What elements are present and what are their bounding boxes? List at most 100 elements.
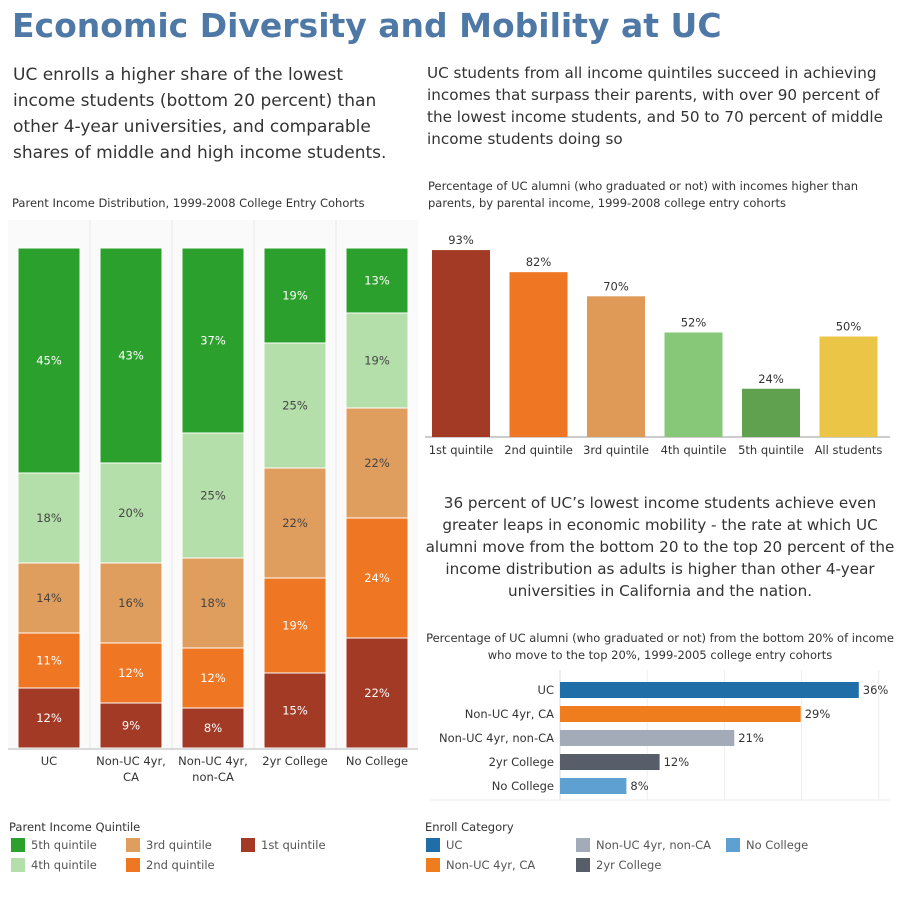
legend-label: No College — [746, 838, 809, 852]
data-label: 22% — [282, 516, 308, 530]
legend-swatch — [726, 838, 740, 852]
y-tick-label: Non-UC 4yr, non-CA — [439, 731, 554, 745]
data-label: 12% — [664, 755, 690, 769]
data-label: 13% — [364, 274, 390, 288]
data-label: 19% — [282, 289, 308, 303]
legend-item-no-college[interactable]: No College — [726, 838, 808, 852]
horizontal-chart-title: Percentage of UC alumni (who graduated o… — [426, 631, 894, 662]
data-label: 18% — [36, 511, 62, 525]
data-label: 19% — [364, 354, 390, 368]
page-title: Economic Diversity and Mobility at UC — [12, 6, 722, 45]
bar-2yr-college — [560, 754, 660, 770]
bar-1st-quintile — [432, 250, 490, 437]
mobility-text: 36 percent of UC’s lowest income student… — [425, 494, 895, 600]
legend-label: Non-UC 4yr, non-CA — [596, 838, 711, 852]
bar-no-college — [560, 778, 627, 794]
stacked-chart-title: Parent Income Distribution, 1999-2008 Co… — [12, 196, 365, 210]
legend-label: Non-UC 4yr, CA — [446, 858, 536, 872]
legend-item-2nd-quintile[interactable]: 2nd quintile — [126, 858, 215, 872]
data-label: 45% — [36, 354, 62, 368]
legend-swatch — [426, 858, 440, 872]
bar-non-uc-4yr-ca-5th-quintile — [99, 247, 163, 464]
legend-item-2yr-college[interactable]: 2yr College — [576, 858, 661, 872]
data-label: 12% — [200, 671, 226, 685]
data-label: 25% — [282, 399, 308, 413]
x-tick-label: non-CA — [192, 770, 234, 784]
bar-uc-2nd-quintile — [17, 632, 81, 689]
legend-item-4th-quintile[interactable]: 4th quintile — [11, 858, 97, 872]
data-label: 20% — [118, 506, 144, 520]
bar-non-uc-4yr-non-ca-5th-quintile — [181, 247, 245, 434]
bar-non-uc-4yr-ca-4th-quintile — [99, 462, 163, 564]
x-tick-label: UC — [41, 754, 57, 768]
bar-no-college-2nd-quintile — [345, 517, 409, 639]
bar-2yr-college-3rd-quintile — [263, 467, 327, 579]
x-tick-label: No College — [346, 754, 408, 768]
legend-label: 3rd quintile — [146, 838, 212, 852]
bar-non-uc-4yr-ca — [560, 706, 801, 722]
data-label: 24% — [364, 571, 390, 585]
bar-uc-1st-quintile — [17, 687, 81, 749]
bar-non-uc-4yr-non-ca-3rd-quintile — [181, 557, 245, 649]
data-label: 15% — [282, 704, 308, 718]
bar-3rd-quintile — [587, 296, 645, 437]
legend-swatch — [426, 838, 440, 852]
x-tick-label: 3rd quintile — [583, 443, 649, 457]
data-label: 21% — [738, 731, 764, 745]
data-label: 50% — [836, 320, 862, 334]
bar-no-college-5th-quintile — [345, 247, 409, 314]
x-tick-label: 4th quintile — [661, 443, 727, 457]
intro-right-text: UC students from all income quintiles su… — [427, 64, 883, 148]
bar-uc-5th-quintile — [17, 247, 81, 474]
legend-label: 1st quintile — [261, 838, 326, 852]
y-tick-label: Non-UC 4yr, CA — [465, 707, 554, 721]
legend-item-1st-quintile[interactable]: 1st quintile — [241, 838, 326, 852]
quintile-bar-chart: 93% 1st quintile 82% 2nd quintile 70% 3rd qui… — [425, 233, 890, 457]
legend-item-non-uc-non-ca[interactable]: Non-UC 4yr, non-CA — [576, 838, 711, 852]
data-label: 19% — [282, 619, 308, 633]
x-tick-label: Non-UC 4yr, — [178, 754, 248, 768]
x-tick-label: 5th quintile — [738, 443, 804, 457]
stacked-bar-chart: 12% 11% 14% 18% 45% UC 9% 12% 16% 20% 43% Non-UC 4y… — [8, 220, 418, 784]
bar-uc-3rd-quintile — [17, 562, 81, 634]
data-label: 29% — [805, 707, 831, 721]
data-label: 18% — [200, 596, 226, 610]
bar-2yr-college-2nd-quintile — [263, 577, 327, 674]
legend-quintile-title: Parent Income Quintile — [9, 820, 141, 834]
legend-item-uc[interactable]: UC — [426, 838, 462, 852]
legend-enroll-title: Enroll Category — [425, 820, 514, 834]
data-label: 11% — [36, 654, 62, 668]
data-label: 22% — [364, 686, 390, 700]
legend-item-non-uc-ca[interactable]: Non-UC 4yr, CA — [426, 858, 535, 872]
legend-item-5th-quintile[interactable]: 5th quintile — [11, 838, 97, 852]
bar-5th-quintile — [742, 388, 800, 437]
legend-swatch — [241, 838, 255, 852]
x-tick-label: All students — [815, 443, 883, 457]
x-tick-label: Non-UC 4yr, — [96, 754, 166, 768]
bar-non-uc-4yr-non-ca-1st-quintile — [181, 707, 245, 749]
bar-4th-quintile — [664, 332, 723, 437]
data-label: 93% — [448, 233, 474, 247]
bar-2nd-quintile — [509, 272, 568, 437]
data-label: 8% — [204, 721, 222, 735]
bar-2yr-college-4th-quintile — [263, 342, 327, 469]
data-label: 14% — [36, 591, 62, 605]
x-tick-label: 2yr College — [262, 754, 327, 768]
data-label: 36% — [863, 683, 889, 697]
bar-2yr-college-5th-quintile — [263, 247, 327, 344]
legend-label: UC — [446, 838, 463, 852]
data-label: 24% — [758, 372, 784, 386]
legend-label: 2nd quintile — [146, 858, 215, 872]
legend-swatch — [126, 838, 140, 852]
horizontal-bar-chart: UC 36% Non-UC 4yr, CA 29% Non-UC 4yr, non-CA… — [430, 670, 890, 801]
bar-uc — [560, 682, 859, 698]
data-label: 16% — [118, 596, 144, 610]
legend-item-3rd-quintile[interactable]: 3rd quintile — [126, 838, 212, 852]
data-label: 82% — [526, 255, 552, 269]
data-label: 70% — [603, 279, 629, 293]
bar-non-uc-4yr-non-ca-2nd-quintile — [181, 647, 245, 709]
legend-label: 5th quintile — [31, 838, 97, 852]
y-tick-label: 2yr College — [489, 755, 554, 769]
quintile-chart-title: Percentage of UC alumni (who graduated o… — [428, 179, 859, 210]
bar-non-uc-4yr-non-ca — [560, 730, 735, 746]
